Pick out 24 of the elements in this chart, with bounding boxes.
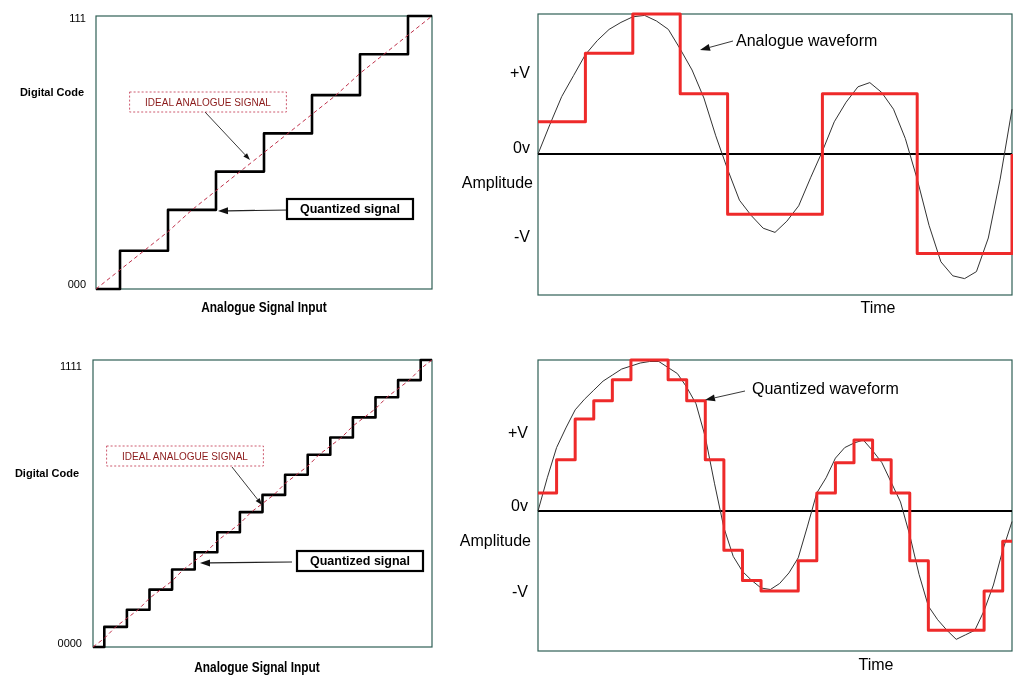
annotation: Quantized signal	[309, 554, 411, 569]
annotation: Quantized waveform	[752, 379, 899, 397]
text: 111	[69, 11, 86, 24]
x-axis-title: Analogue Signal Input	[201, 299, 328, 316]
x-axis-title: Time	[858, 656, 894, 673]
x-axis-title: Analogue Signal Input	[194, 659, 321, 676]
y-axis-title: Amplitude	[461, 174, 534, 191]
text: 000	[67, 277, 86, 290]
text: -V	[512, 582, 529, 600]
annotation: Quantized signal	[299, 202, 401, 217]
annotation: IDEAL ANALOGUE SIGNAL	[145, 96, 272, 108]
y-axis-title: Amplitude	[459, 532, 532, 549]
text: 0000	[57, 636, 82, 649]
text: -V	[514, 227, 531, 245]
y-axis-title: Digital Code	[14, 467, 80, 479]
x-axis-title: Time	[860, 299, 896, 316]
y-axis-title: Digital Code	[19, 86, 85, 98]
annotation: IDEAL ANALOGUE SIGNAL	[122, 450, 249, 462]
annotation: Analogue waveform	[736, 31, 878, 49]
text: +V	[509, 63, 531, 81]
text: 0v	[511, 496, 528, 514]
text: +V	[507, 423, 529, 441]
text: 1111	[59, 359, 82, 372]
text: 0v	[513, 138, 530, 156]
